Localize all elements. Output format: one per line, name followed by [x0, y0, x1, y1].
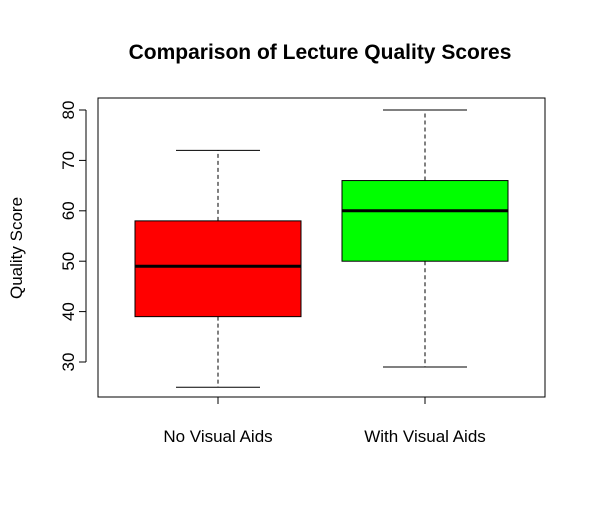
y-tick-label: 40 [59, 302, 78, 321]
y-tick-label: 30 [59, 353, 78, 372]
y-tick-label: 80 [59, 101, 78, 120]
x-tick-label: No Visual Aids [163, 427, 272, 446]
chart-title: Comparison of Lecture Quality Scores [129, 41, 512, 64]
y-tick-label: 70 [59, 151, 78, 170]
iqr-box [341, 180, 509, 262]
x-tick-label: With Visual Aids [364, 427, 486, 446]
boxes-layer [134, 109, 509, 388]
y-axis: 30 40 50 60 70 80 [59, 101, 87, 372]
y-tick-label: 60 [59, 201, 78, 220]
iqr-box [134, 220, 302, 318]
box-group [134, 149, 302, 388]
box-group [341, 109, 509, 368]
plot-frame [97, 97, 546, 398]
y-tick-label: 50 [59, 252, 78, 271]
x-axis: No Visual Aids With Visual Aids [163, 397, 486, 446]
y-axis-label: Quality Score [7, 197, 26, 299]
